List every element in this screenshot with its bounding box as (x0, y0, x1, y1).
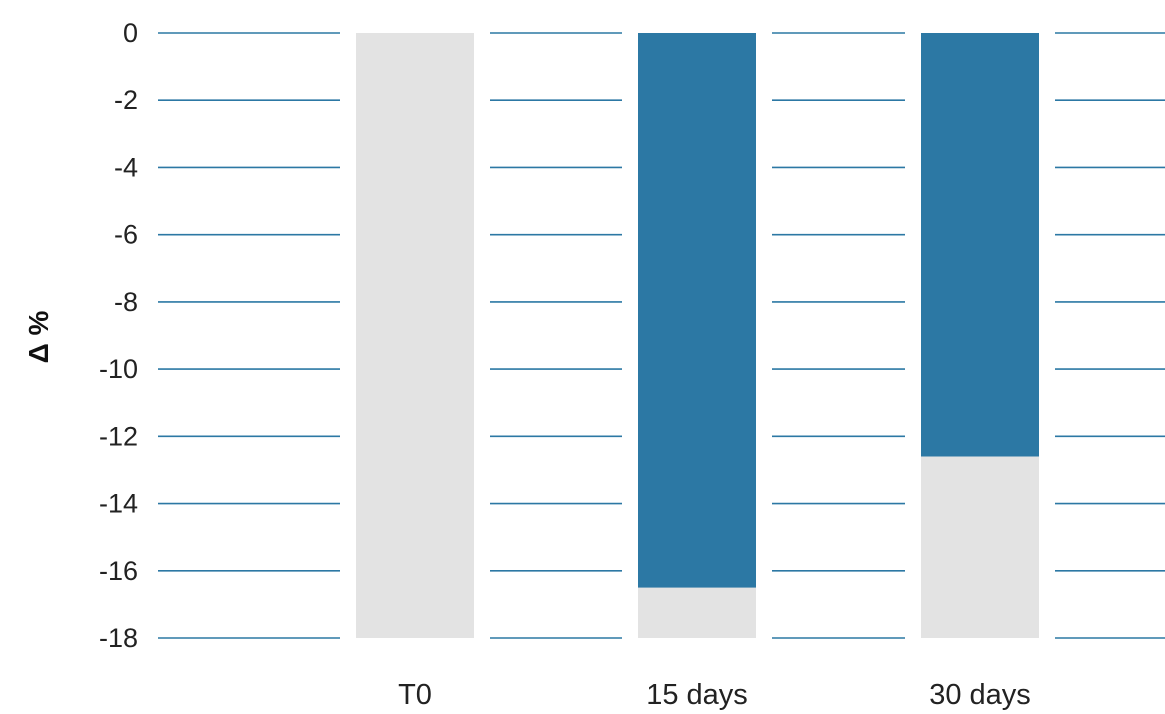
y-tick-label: -14 (99, 489, 138, 519)
y-tick-label: -18 (99, 623, 138, 653)
y-tick-label: -2 (114, 85, 138, 115)
bar-1 (638, 33, 756, 588)
y-tick-label: -4 (114, 152, 138, 182)
x-category-label: T0 (398, 679, 432, 711)
y-tick-label: -16 (99, 556, 138, 586)
y-tick-label: -8 (114, 287, 138, 317)
x-axis-categories: T0 15 days 30 days (398, 679, 1031, 711)
y-tick-label: -10 (99, 354, 138, 384)
gridlines (158, 32, 1165, 639)
y-tick-label: 0 (123, 18, 138, 48)
y-axis-ticks: 0 -2 -4 -6 -8 -10 -12 -14 -16 -18 (99, 18, 138, 653)
bar-2 (921, 33, 1039, 457)
x-category-label: 30 days (929, 679, 1031, 711)
bars (356, 33, 1039, 638)
bar-background-0 (356, 33, 474, 638)
y-axis-title: Δ % (23, 311, 54, 364)
x-category-label: 15 days (646, 679, 748, 711)
y-tick-label: -6 (114, 220, 138, 250)
y-tick-label: -12 (99, 421, 138, 451)
